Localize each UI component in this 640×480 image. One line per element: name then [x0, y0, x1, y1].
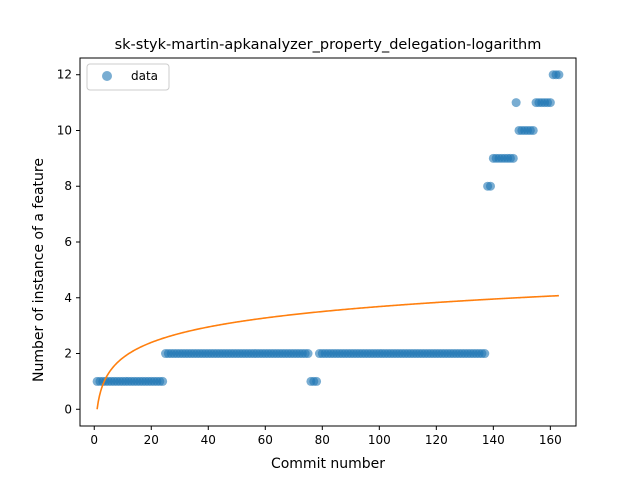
x-tick-label: 100: [368, 433, 391, 447]
x-tick-label: 160: [539, 433, 562, 447]
data-point: [528, 125, 538, 135]
x-axis-label: Commit number: [271, 456, 385, 472]
y-tick-label: 10: [57, 123, 72, 137]
y-tick-label: 6: [64, 235, 72, 249]
x-axis: 0 20 40 60 80 100 120 140 160: [90, 426, 562, 447]
plot-frame: [79, 57, 577, 427]
legend: data: [86, 63, 170, 91]
y-tick-label: 8: [64, 179, 72, 193]
x-tick-label: 0: [90, 433, 98, 447]
y-axis: 0 2 4 6 8 10 12: [57, 68, 80, 416]
legend-box: [86, 63, 170, 91]
data-point: [545, 98, 555, 108]
plot-area: [92, 70, 564, 410]
legend-marker: [102, 71, 112, 81]
data-point: [312, 376, 322, 386]
y-tick-label: 2: [64, 347, 72, 361]
y-tick-label: 4: [64, 291, 72, 305]
x-tick-label: 40: [201, 433, 216, 447]
x-tick-label: 120: [425, 433, 448, 447]
data-point: [158, 376, 168, 386]
data-point: [303, 349, 313, 359]
y-tick-label: 12: [57, 68, 72, 82]
data-point: [508, 153, 518, 163]
legend-label: data: [131, 69, 158, 83]
data-point: [554, 70, 564, 80]
data-point: [511, 98, 521, 108]
x-tick-label: 60: [258, 433, 273, 447]
fit-line: [96, 294, 559, 410]
x-tick-label: 140: [482, 433, 505, 447]
y-axis-label: Number of instance of a feature: [31, 158, 47, 382]
data-point: [485, 181, 495, 191]
x-tick-label: 80: [315, 433, 330, 447]
y-tick-label: 0: [64, 402, 72, 416]
chart-title: sk-styk-martin-apkanalyzer_property_dele…: [115, 37, 542, 53]
x-tick-label: 20: [144, 433, 159, 447]
data-point: [480, 349, 490, 359]
